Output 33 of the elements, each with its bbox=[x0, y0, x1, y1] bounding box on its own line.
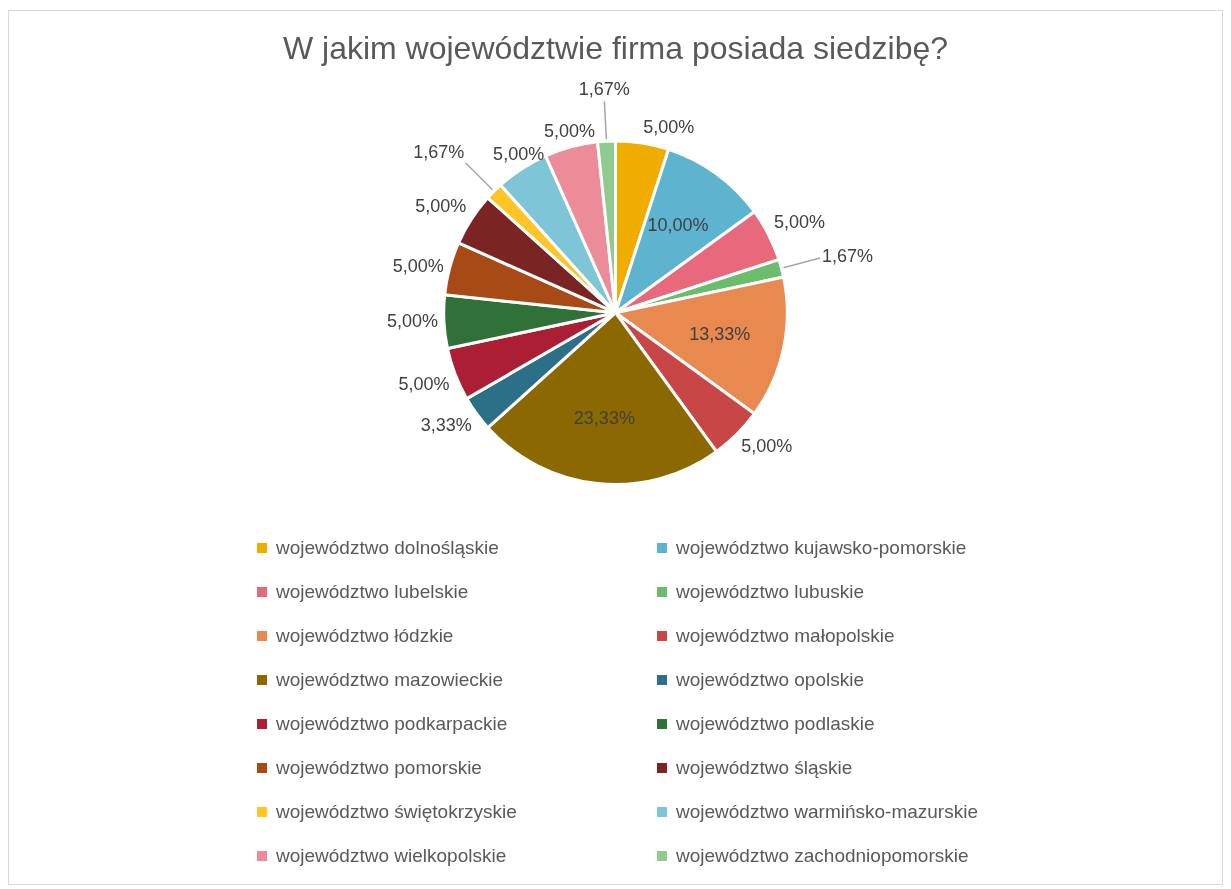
legend-label: województwo dolnośląskie bbox=[276, 537, 499, 559]
data-label: 5,00% bbox=[643, 117, 695, 138]
data-label: 23,33% bbox=[573, 407, 635, 428]
data-label: 5,00% bbox=[392, 255, 444, 276]
legend-label: województwo podlaskie bbox=[676, 713, 875, 735]
legend-label: województwo wielkopolskie bbox=[276, 845, 507, 867]
data-label: 1,67% bbox=[413, 141, 465, 162]
data-label: 5,00% bbox=[543, 120, 595, 141]
data-label: 5,00% bbox=[398, 374, 450, 395]
legend-label: województwo zachodniopomorskie bbox=[676, 845, 969, 867]
legend-label: województwo małopolskie bbox=[676, 625, 895, 647]
data-label: 1,67% bbox=[822, 246, 874, 267]
data-label: 10,00% bbox=[647, 215, 709, 236]
legend-label: województwo śląskie bbox=[676, 757, 853, 779]
legend-label: województwo kujawsko-pomorskie bbox=[676, 537, 967, 559]
data-label: 1,67% bbox=[578, 79, 630, 100]
legend-label: województwo lubelskie bbox=[276, 581, 469, 603]
legend-label: województwo świętokrzyskie bbox=[276, 801, 517, 823]
legend-label: województwo łódzkie bbox=[276, 625, 454, 647]
legend-label: województwo mazowieckie bbox=[276, 669, 504, 691]
data-label: 5,00% bbox=[741, 436, 793, 457]
legend-label: województwo podkarpackie bbox=[276, 713, 508, 735]
legend-label: województwo opolskie bbox=[676, 669, 864, 691]
data-label: 5,00% bbox=[415, 195, 467, 216]
data-label: 5,00% bbox=[773, 211, 825, 232]
data-label: 5,00% bbox=[386, 311, 438, 332]
legend-label: województwo warmińsko-mazurskie bbox=[676, 801, 978, 823]
data-label: 13,33% bbox=[689, 323, 751, 344]
legend-label: województwo lubuskie bbox=[676, 581, 864, 603]
data-label: 5,00% bbox=[493, 143, 545, 164]
chart-title: W jakim województwie firma posiada siedzibę? bbox=[282, 30, 949, 67]
legend-label: województwo pomorskie bbox=[276, 757, 482, 779]
data-label: 3,33% bbox=[420, 415, 472, 436]
